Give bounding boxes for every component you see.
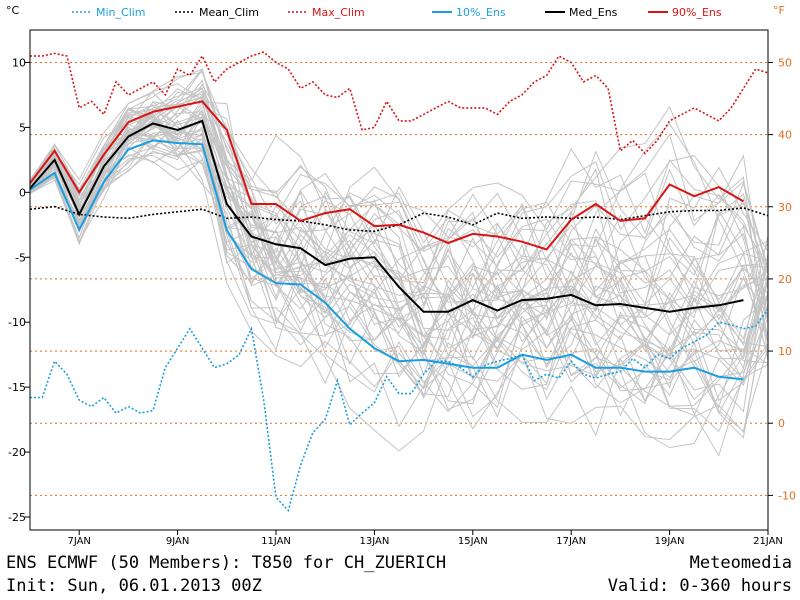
series-line-10-ens — [29, 139, 744, 381]
left-unit-label: °C — [6, 4, 20, 17]
legend-label: 10%_Ens — [456, 6, 506, 19]
right-unit-label: °F — [773, 4, 785, 17]
ensemble-member-line — [29, 130, 769, 417]
ensemble-member-line — [29, 68, 769, 361]
legend-label: Med_Ens — [569, 6, 618, 19]
x-tick-label: 13JAN — [359, 536, 389, 547]
ensemble-member-line — [29, 90, 769, 362]
ensemble-member-line — [29, 121, 769, 326]
ensemble-member-line — [29, 102, 769, 333]
x-tick-label: 21JAN — [753, 536, 783, 547]
legend-label: Min_Clim — [96, 6, 146, 19]
right-tick-label: 0 — [778, 417, 785, 430]
right-tick-label: 20 — [778, 273, 792, 286]
series-line-med-ens — [29, 119, 744, 313]
legend-label: 90%_Ens — [672, 6, 722, 19]
series-line-max-clim — [30, 51, 769, 155]
ensemble-members — [29, 67, 769, 457]
left-tick-label: -20 — [8, 446, 26, 459]
series-line-mean-clim — [29, 205, 769, 233]
x-tick-label: 11JAN — [261, 536, 291, 547]
plot-frame — [29, 29, 769, 531]
series-lines — [29, 51, 769, 513]
ensemble-member-line — [29, 83, 769, 337]
left-tick-label: -5 — [15, 251, 26, 264]
footer-title: ENS ECMWF (50 Members): T850 for CH_ZUER… — [6, 553, 447, 573]
ensemble-member-line — [29, 68, 769, 296]
x-tick-label: 9JAN — [166, 536, 189, 547]
ensemble-member-line — [29, 144, 769, 441]
series-line-min-clim — [30, 308, 769, 513]
ensemble-member-line — [29, 112, 769, 413]
ensemble-member-line — [29, 125, 769, 428]
right-tick-label: -10 — [778, 489, 796, 502]
right-tick-label: 30 — [778, 201, 792, 214]
x-tick-label: 17JAN — [556, 536, 586, 547]
x-tick-label: 19JAN — [655, 536, 685, 547]
ensemble-member-line — [29, 106, 769, 337]
x-tick-label: 15JAN — [458, 536, 488, 547]
footer-valid: Valid: 0-360 hours — [607, 576, 792, 596]
ensemble-member-line — [29, 83, 769, 358]
left-tick-label: 5 — [19, 121, 26, 134]
ensemble-member-line — [29, 113, 769, 341]
ensemble-member-line — [29, 91, 769, 314]
legend-label: Mean_Clim — [199, 6, 259, 19]
ensemble-member-line — [29, 98, 769, 409]
ensemble-member-line — [29, 129, 769, 357]
right-tick-label: 50 — [778, 56, 792, 69]
ensemble-member-line — [29, 114, 769, 439]
x-tick-label: 7JAN — [67, 536, 90, 547]
left-tick-label: 0 — [19, 186, 26, 199]
ensemble-member-line — [29, 67, 769, 364]
left-tick-label: -10 — [8, 316, 26, 329]
footer-brand: Meteomedia — [689, 553, 792, 573]
left-tick-label: 10 — [12, 56, 26, 69]
right-tick-label: 40 — [778, 129, 792, 142]
series-line-90-ens — [29, 100, 744, 251]
ensemble-member-line — [29, 150, 769, 360]
legend: Min_Clim Mean_Clim Max_Clim 10%_Ens Med_Ens 9… — [72, 6, 722, 19]
ensemble-member-line — [29, 108, 769, 302]
ensemble-member-line — [29, 87, 769, 356]
left-tick-label: -15 — [8, 381, 26, 394]
footer-init: Init: Sun, 06.01.2013 00Z — [6, 576, 262, 596]
ensemble-member-line — [29, 94, 769, 401]
left-tick-label: -25 — [8, 511, 26, 524]
ensemble-member-line — [29, 154, 769, 452]
ensemble-member-line — [29, 113, 769, 417]
ensemble-member-line — [29, 115, 769, 380]
legend-label: Max_Clim — [312, 6, 365, 19]
right-tick-label: 10 — [778, 345, 792, 358]
